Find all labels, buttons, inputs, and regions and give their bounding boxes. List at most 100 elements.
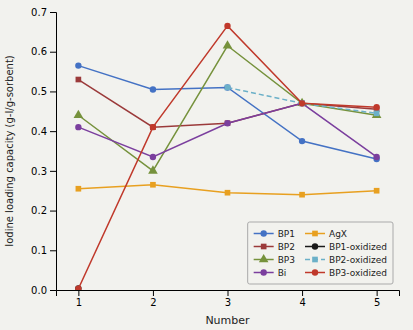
legend-frame xyxy=(248,222,393,284)
y-axis-tick-label: 0.7 xyxy=(31,7,47,18)
point xyxy=(76,186,82,192)
y-axis-tick-mark xyxy=(50,171,56,172)
legend-marker xyxy=(312,257,318,263)
point xyxy=(75,62,81,68)
x-axis: 1 2 3 4 5 xyxy=(57,290,400,308)
x-axis-tick: 4 xyxy=(299,290,305,308)
legend-marker xyxy=(259,254,269,262)
y-axis-tick-mark xyxy=(50,12,56,13)
x-axis-tick-label: 3 xyxy=(225,297,231,308)
series-line xyxy=(78,46,376,171)
y-axis: 0.0 0.1 0.2 0.3 0.4 0.5 0.6 0.7 xyxy=(31,7,56,296)
point xyxy=(224,84,230,90)
point xyxy=(373,104,379,110)
y-axis-tick: 0.0 xyxy=(31,285,56,296)
y-axis-tick-label: 0.5 xyxy=(31,86,47,97)
point xyxy=(150,124,156,130)
y-axis-tick: 0.6 xyxy=(31,46,56,57)
x-axis-tick-mark xyxy=(153,290,154,296)
point xyxy=(75,286,81,290)
legend-label: BP2-oxidized xyxy=(329,255,387,265)
legend-label: Bi xyxy=(278,268,287,278)
y-axis-tick: 0.5 xyxy=(31,86,56,97)
point xyxy=(150,86,156,92)
point xyxy=(148,165,158,173)
point xyxy=(150,182,156,188)
chart: 1 2 3 4 5 0.0 0.1 0.2 0.3 0.4 0.5 0.6 0.7 BP1 BP2 BP3 Bi… xyxy=(0,0,413,330)
legend-item: Bi xyxy=(254,268,287,278)
y-axis-tick-label: 0.4 xyxy=(31,126,47,137)
y-axis-tick: 0.1 xyxy=(31,245,56,256)
y-axis-tick-mark xyxy=(50,290,56,291)
point xyxy=(299,101,305,107)
series xyxy=(74,40,382,173)
legend-item: BP3 xyxy=(254,254,295,265)
legend-label: BP1 xyxy=(278,229,295,239)
legend-label: BP2 xyxy=(278,242,295,252)
y-axis-tick: 0.3 xyxy=(31,166,56,177)
series xyxy=(75,285,81,290)
plot: 1 2 3 4 5 0.0 0.1 0.2 0.3 0.4 0.5 0.6 0.7 BP1 BP2 BP3 Bi… xyxy=(31,7,399,308)
point xyxy=(374,110,380,116)
point xyxy=(299,100,305,106)
x-axis-tick-mark xyxy=(228,290,229,296)
legend-marker xyxy=(260,269,266,275)
point xyxy=(75,124,81,130)
series-line xyxy=(78,66,376,159)
point xyxy=(299,100,305,106)
legend-item: BP2-oxidized xyxy=(305,255,387,265)
y-axis-tick-label: 0.2 xyxy=(31,205,47,216)
point xyxy=(225,85,231,91)
legend-item: BP2 xyxy=(254,242,295,252)
x-axis-line xyxy=(57,291,400,297)
y-axis-title: Iodine loading capacity (g-I/g-sorbent) xyxy=(4,55,15,247)
x-axis-tick-label: 4 xyxy=(299,297,305,308)
y-axis-tick: 0.4 xyxy=(31,126,56,137)
legend-item: BP1 xyxy=(254,229,295,239)
y-axis-tick-mark xyxy=(50,250,56,251)
y-axis-tick: 0.7 xyxy=(31,7,56,18)
y-axis-tick-label: 0.3 xyxy=(31,166,47,177)
point xyxy=(223,40,233,48)
legend-label: AgX xyxy=(329,229,347,239)
series-line xyxy=(78,80,376,128)
point xyxy=(299,192,305,198)
point xyxy=(76,77,82,83)
point xyxy=(224,23,230,29)
series xyxy=(75,100,380,160)
x-axis-tick-label: 2 xyxy=(150,297,156,308)
x-axis-tick-mark xyxy=(302,290,303,296)
point xyxy=(150,154,156,160)
series xyxy=(225,85,380,116)
y-axis-line xyxy=(50,13,57,291)
point xyxy=(299,138,305,144)
x-axis-tick: 5 xyxy=(374,290,380,308)
y-axis-tick-mark xyxy=(50,52,56,53)
legend-item: BP1-oxidized xyxy=(305,242,387,252)
y-axis-tick-label: 0.6 xyxy=(31,46,47,57)
legend-label: BP1-oxidized xyxy=(329,242,387,252)
point xyxy=(224,120,230,126)
series-line xyxy=(228,87,377,113)
y-axis-tick: 0.2 xyxy=(31,205,56,216)
point xyxy=(372,110,382,118)
point xyxy=(75,285,81,290)
y-axis-tick-label: 0.0 xyxy=(31,285,47,296)
x-axis-title: Number xyxy=(205,314,250,327)
series xyxy=(76,77,380,130)
legend-marker xyxy=(312,231,318,237)
x-axis-tick: 2 xyxy=(150,290,156,308)
x-axis-tick-mark xyxy=(377,290,378,296)
legend-label: BP3-oxidized xyxy=(329,268,387,278)
legend-item: AgX xyxy=(305,229,347,239)
x-axis-tick: 1 xyxy=(76,290,82,308)
legend-marker xyxy=(261,244,267,250)
point xyxy=(299,101,305,107)
point xyxy=(373,154,379,160)
x-axis-tick: 3 xyxy=(225,290,231,308)
x-axis-tick-label: 1 xyxy=(76,297,82,308)
legend-item: BP3-oxidized xyxy=(305,268,387,278)
point xyxy=(225,190,231,196)
point xyxy=(74,110,84,118)
legend-marker xyxy=(312,269,318,275)
